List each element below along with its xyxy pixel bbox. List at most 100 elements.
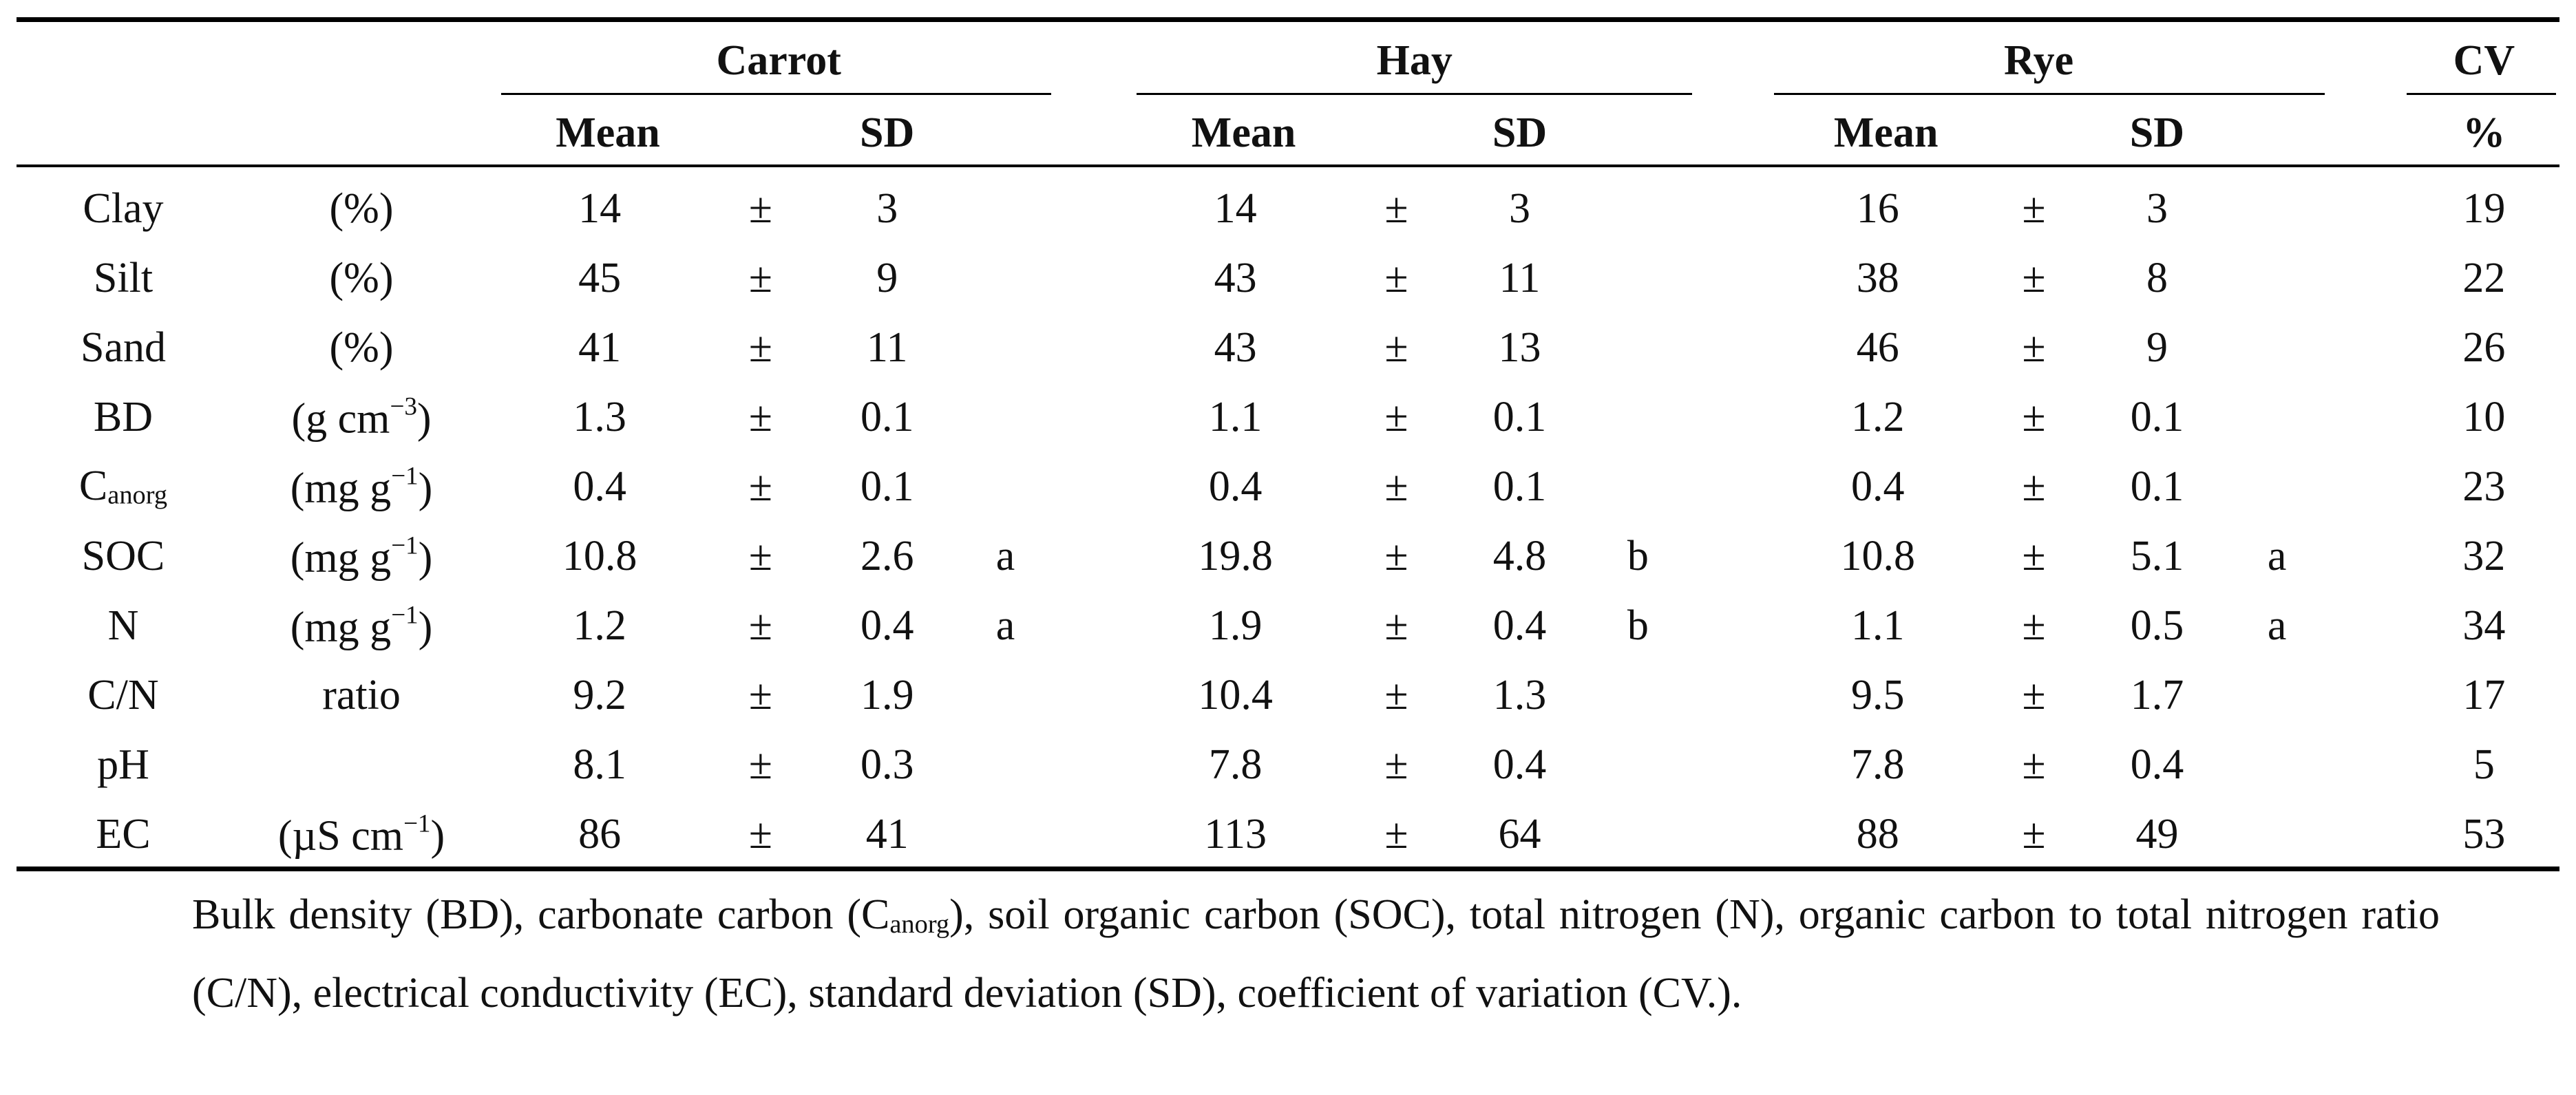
plus-minus: ± xyxy=(748,671,772,719)
sd-value: 0.1 xyxy=(2130,463,2184,510)
row-label: C/N xyxy=(87,671,159,719)
plus-minus: ± xyxy=(1384,602,1408,649)
plus-minus: ± xyxy=(2022,393,2046,440)
row-label: N xyxy=(107,602,139,649)
sd-value: 1.3 xyxy=(1492,671,1547,719)
text-part: (mg g xyxy=(290,604,392,651)
plus-minus: ± xyxy=(1384,463,1408,510)
text-part: ) xyxy=(418,604,433,651)
mean-value: 43 xyxy=(1214,255,1257,302)
plus-minus: ± xyxy=(748,741,772,788)
plus-minus: ± xyxy=(1384,532,1408,580)
mean-value: 0.4 xyxy=(1208,463,1263,510)
cv-value: 5 xyxy=(2473,741,2495,788)
text-part: anorg xyxy=(107,480,168,510)
rule xyxy=(2407,92,2557,95)
mean-value: 1.1 xyxy=(1850,602,1905,649)
mean-value: 0.4 xyxy=(1850,463,1905,510)
group-header: Carrot xyxy=(716,37,841,85)
mean-value: 14 xyxy=(578,185,622,233)
rule xyxy=(16,164,2560,168)
sd-value: 11 xyxy=(1499,255,1541,302)
text-part: −1 xyxy=(391,601,419,630)
mean-value: 86 xyxy=(578,810,622,858)
text-part: ) xyxy=(416,395,432,443)
rule xyxy=(1137,92,1693,95)
text-part: ) xyxy=(418,465,433,512)
sd-value: 13 xyxy=(1498,323,1541,371)
significance-letter: a xyxy=(2267,532,2287,580)
significance-letter: a xyxy=(995,602,1015,649)
cv-value: 23 xyxy=(2462,463,2506,510)
sd-value: 5.1 xyxy=(2130,532,2184,580)
sd-value: 0.1 xyxy=(1492,393,1547,440)
plus-minus: ± xyxy=(1384,810,1408,858)
sd-value: 1.9 xyxy=(860,671,914,719)
text-part: (µS cm xyxy=(277,812,403,860)
mean-value: 9.2 xyxy=(573,671,626,719)
text-part: (mg g xyxy=(290,534,392,582)
plus-minus: ± xyxy=(2022,741,2046,788)
significance-letter: a xyxy=(995,532,1015,580)
column-header: Mean xyxy=(1191,109,1296,157)
significance-letter: b xyxy=(1627,602,1649,649)
plus-minus: ± xyxy=(2022,671,2046,719)
row-label: EC xyxy=(96,810,151,858)
cv-value: 22 xyxy=(2462,255,2506,302)
text-part: ) xyxy=(430,812,445,860)
row-label: Silt xyxy=(93,255,154,302)
text-part: −1 xyxy=(403,809,431,838)
group-header: Hay xyxy=(1376,37,1453,85)
mean-value: 38 xyxy=(1856,255,1899,302)
sd-value: 0.1 xyxy=(860,393,914,440)
plus-minus: ± xyxy=(2022,602,2046,649)
rule xyxy=(1774,92,2325,95)
text-part: (mg g xyxy=(290,465,392,512)
mean-value: 46 xyxy=(1856,323,1899,371)
row-unit: (mg g−1) xyxy=(291,463,433,509)
text-part: Bulk density (BD), carbonate carbon (C xyxy=(192,891,890,938)
sd-value: 0.1 xyxy=(860,463,914,510)
row-unit: (mg g−1) xyxy=(291,602,433,648)
column-header: Mean xyxy=(1833,109,1939,157)
column-header: SD xyxy=(860,109,915,157)
mean-value: 1.1 xyxy=(1208,393,1263,440)
group-header: Rye xyxy=(2004,37,2074,85)
sd-value: 0.4 xyxy=(1492,602,1547,649)
row-label: Clay xyxy=(83,185,164,233)
mean-value: 7.8 xyxy=(1850,741,1905,788)
mean-value: 8.1 xyxy=(573,741,626,788)
sd-value: 0.4 xyxy=(1492,741,1547,788)
sd-value: 3 xyxy=(2146,185,2168,233)
rule xyxy=(16,866,2560,871)
sd-value: 0.4 xyxy=(2130,741,2184,788)
row-unit: (mg g−1) xyxy=(291,533,433,579)
sd-value: 1.7 xyxy=(2130,671,2184,719)
column-header: % xyxy=(2462,109,2506,157)
row-unit: ratio xyxy=(322,671,401,719)
sd-value: 9 xyxy=(876,255,898,302)
sd-value: 3 xyxy=(876,185,898,233)
plus-minus: ± xyxy=(748,323,772,371)
row-label: pH xyxy=(97,741,149,788)
sd-value: 4.8 xyxy=(1492,532,1547,580)
mean-value: 1.2 xyxy=(1850,393,1905,440)
plus-minus: ± xyxy=(1384,741,1408,788)
plus-minus: ± xyxy=(2022,463,2046,510)
sd-value: 49 xyxy=(2135,810,2179,858)
row-unit: (µS cm−1) xyxy=(278,811,445,857)
row-label: BD xyxy=(93,393,154,440)
sd-value: 2.6 xyxy=(860,532,914,580)
text-part: (g cm xyxy=(291,395,390,443)
rule xyxy=(16,17,2560,23)
plus-minus: ± xyxy=(1384,323,1408,371)
plus-minus: ± xyxy=(2022,255,2046,302)
column-header: SD xyxy=(2129,109,2185,157)
plus-minus: ± xyxy=(748,532,772,580)
row-label: Sand xyxy=(80,323,166,371)
plus-minus: ± xyxy=(1384,671,1408,719)
mean-value: 43 xyxy=(1214,323,1257,371)
row-label: SOC xyxy=(81,532,165,580)
plus-minus: ± xyxy=(748,810,772,858)
